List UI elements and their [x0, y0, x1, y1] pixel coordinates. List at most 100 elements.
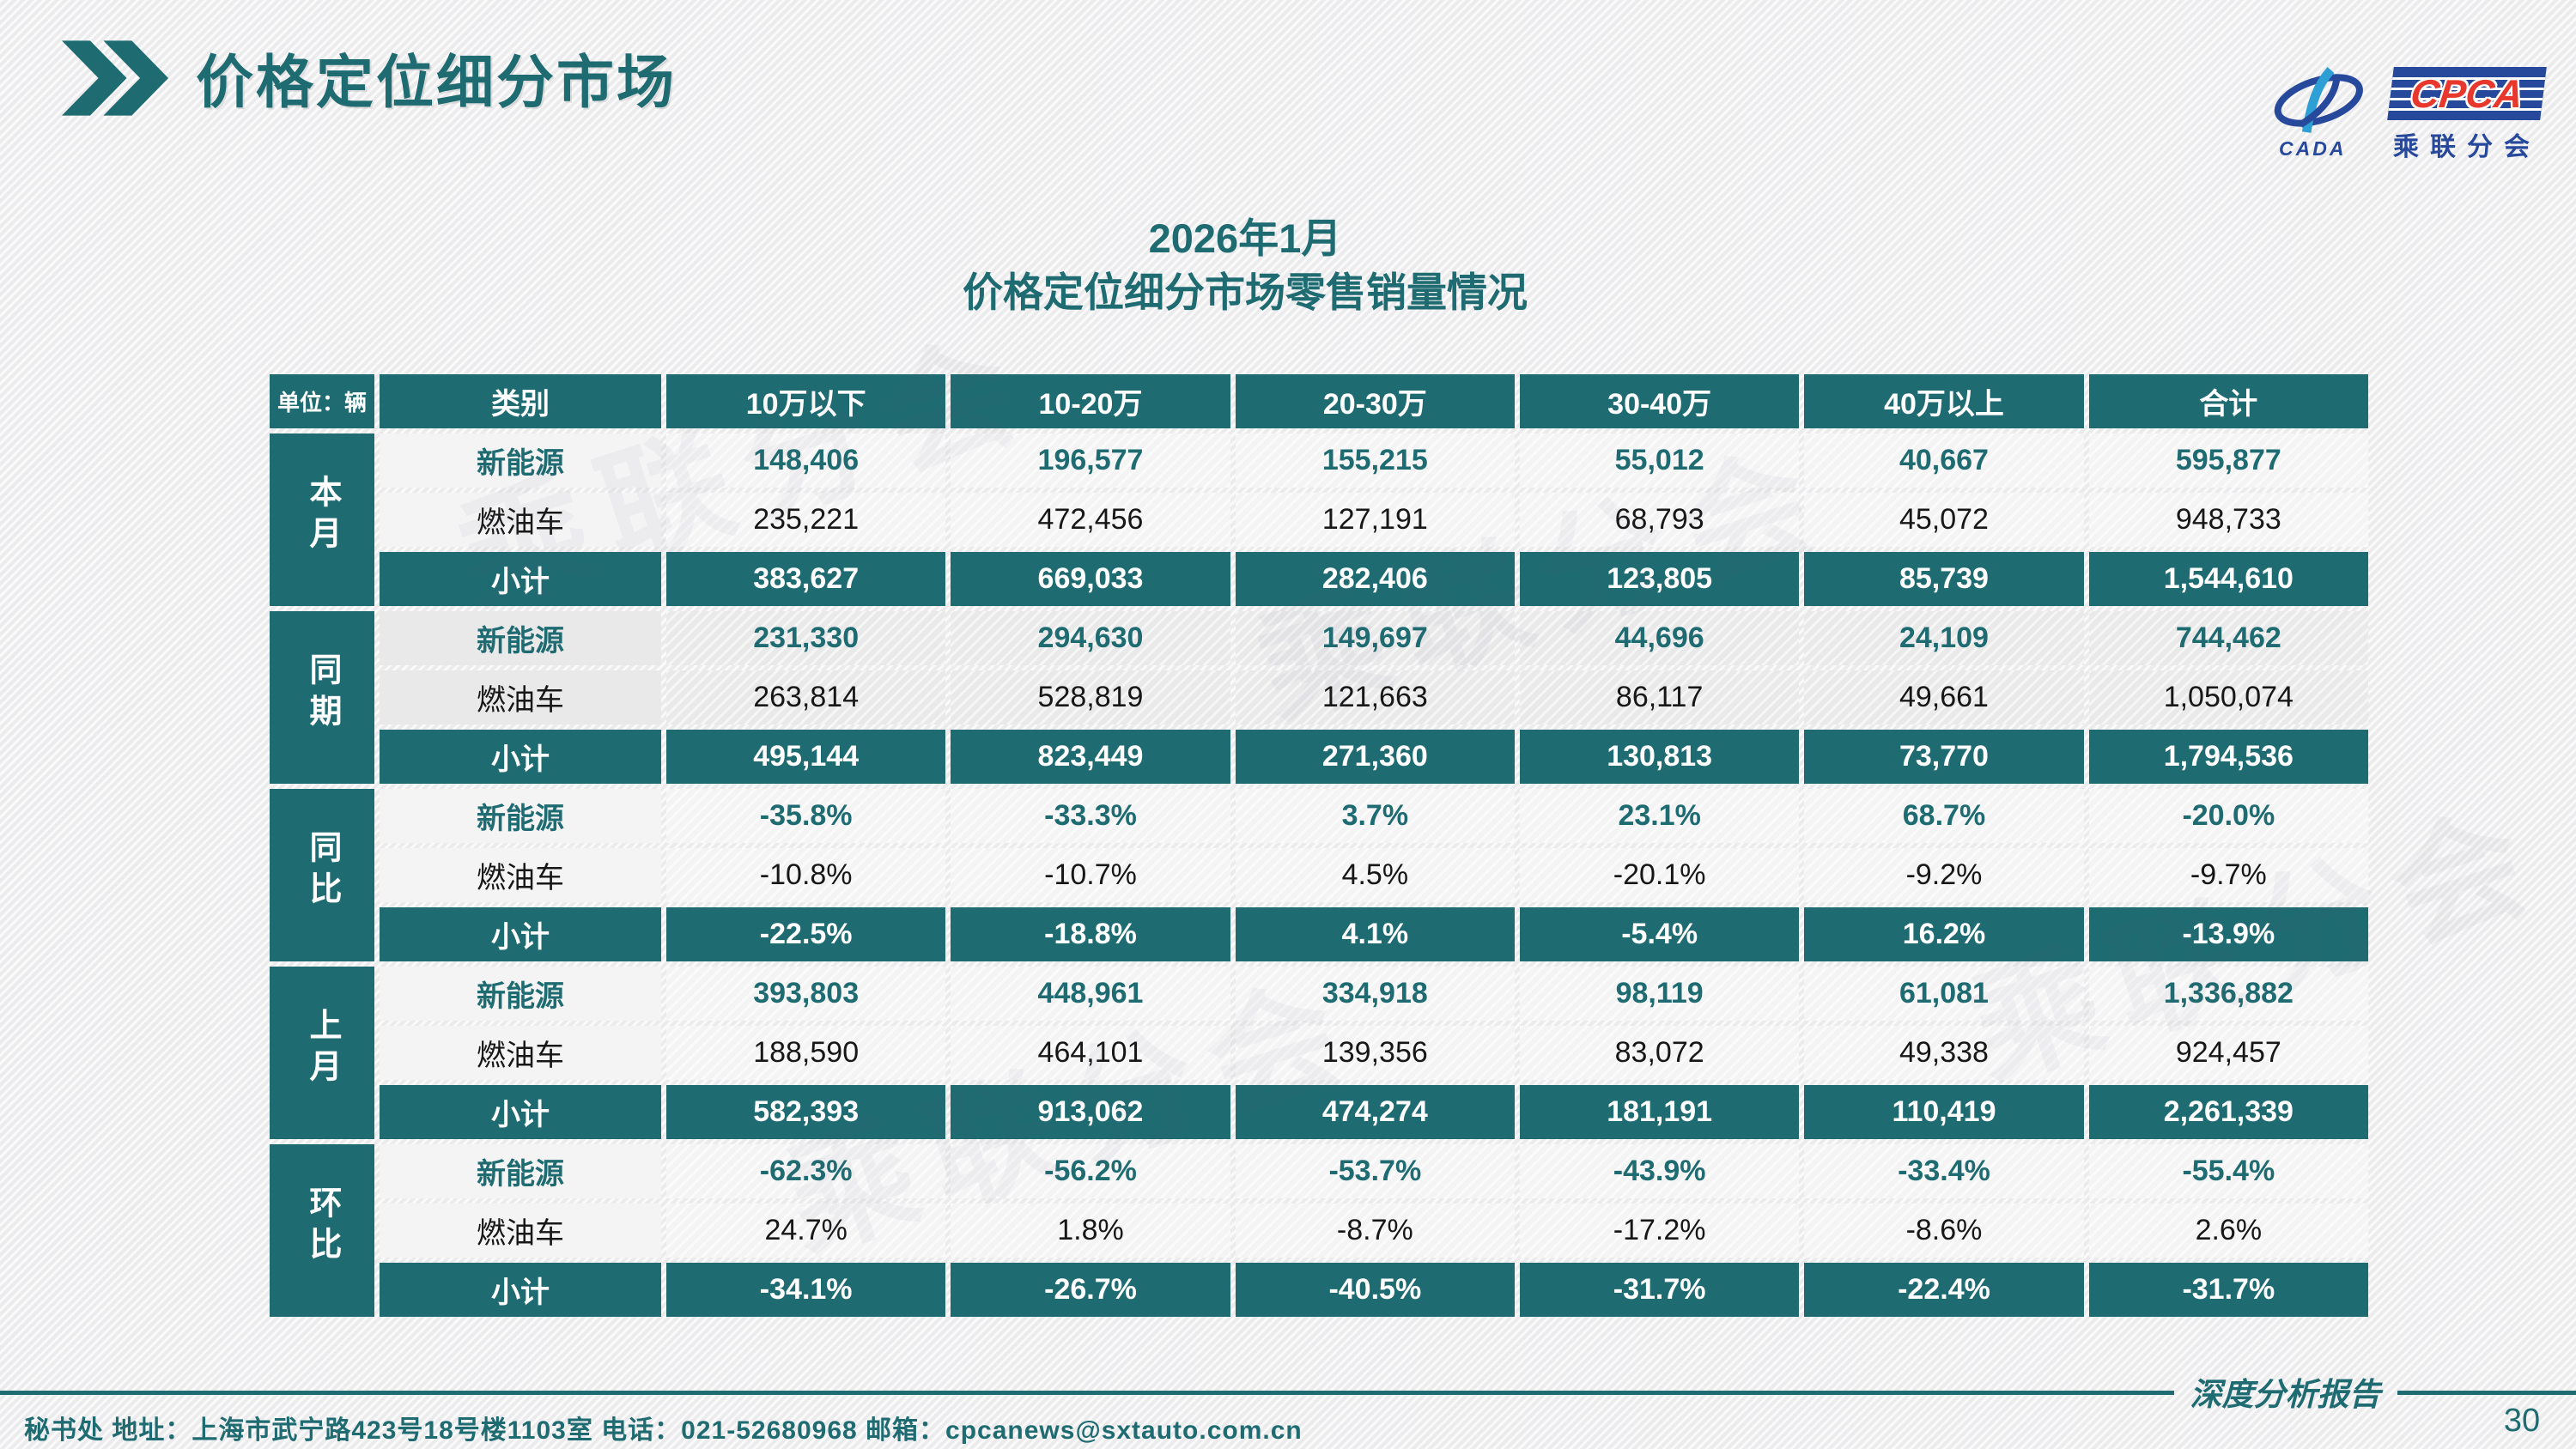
value-cell: 383,627 [666, 552, 946, 606]
value-cell: -56.2% [951, 1144, 1230, 1198]
value-cell: 61,081 [1804, 967, 2084, 1021]
row-new-energy: 同比 新能源 -35.8% -33.3% 3.7% 23.1% 68.7% -2… [270, 789, 2368, 961]
value-cell: 393,803 [666, 967, 946, 1021]
table-title-line2: 价格定位细分市场零售销量情况 [963, 270, 1528, 315]
value-cell: -9.2% [1804, 848, 2084, 902]
category-cell: 燃油车 [380, 1026, 661, 1080]
header-cell: 20-30万 [1235, 374, 1515, 428]
cpca-logo: CADA CPCA 乘联分会 [2269, 66, 2547, 163]
category-cell: 新能源 [380, 789, 661, 843]
value-cell: -33.3% [951, 789, 1230, 843]
value-cell: 231,330 [666, 611, 946, 665]
table-title-line1: 2026年1月 [1148, 215, 1342, 261]
cpca-badge: CPCA [2387, 67, 2547, 120]
value-cell: 86,117 [1519, 670, 1800, 724]
subtotal-label-cell: 小计 [380, 1085, 661, 1139]
value-cell: -35.8% [666, 789, 946, 843]
value-cell: 2.6% [2088, 1203, 2368, 1258]
value-cell: 913,062 [951, 1085, 1230, 1139]
value-cell: 85,739 [1804, 552, 2084, 606]
row-subtotal: 小计 383,627 669,033 282,406 123,805 85,73… [270, 552, 2368, 606]
value-cell: 24,109 [1804, 611, 2084, 665]
page-number: 30 [2503, 1403, 2541, 1439]
value-cell: 235,221 [666, 493, 946, 547]
footer-report-label: 深度分析报告 [2190, 1375, 2381, 1413]
value-cell: 23.1% [1519, 789, 1800, 843]
subtotal-label-cell: 小计 [380, 907, 661, 961]
value-cell: 55,012 [1519, 433, 1800, 488]
category-cell: 新能源 [380, 611, 661, 665]
value-cell: 83,072 [1519, 1026, 1800, 1080]
value-cell: 948,733 [2088, 493, 2368, 547]
row-fuel: 燃油车 -10.8% -10.7% 4.5% -20.1% -9.2% -9.7… [270, 848, 2368, 902]
page-title: 价格定位细分市场 [196, 51, 677, 115]
value-cell: 823,449 [951, 730, 1230, 784]
value-cell: 495,144 [666, 730, 946, 784]
category-cell: 燃油车 [380, 1203, 661, 1258]
value-cell: 448,961 [951, 967, 1230, 1021]
header-cell: 40万以上 [1804, 374, 2084, 428]
value-cell: -62.3% [666, 1144, 946, 1198]
value-cell: 669,033 [951, 552, 1230, 606]
footer-divider-right [2397, 1391, 2576, 1395]
cada-logo-mark: CADA [2269, 66, 2379, 160]
value-cell: -20.1% [1519, 848, 1800, 902]
value-cell: 924,457 [2088, 1026, 2368, 1080]
value-cell: -31.7% [1519, 1263, 1800, 1317]
value-cell: 123,805 [1519, 552, 1800, 606]
value-cell: 139,356 [1235, 1026, 1515, 1080]
category-cell: 新能源 [380, 967, 661, 1021]
value-cell: -18.8% [951, 907, 1230, 961]
value-cell: 16.2% [1804, 907, 2084, 961]
value-cell: -53.7% [1235, 1144, 1515, 1198]
value-cell: -31.7% [2088, 1263, 2368, 1317]
value-cell: 24.7% [666, 1203, 946, 1258]
category-cell: 新能源 [380, 1144, 661, 1198]
row-group-label: 本月 [270, 433, 374, 606]
row-new-energy: 本月 新能源 148,406 196,577 155,215 55,012 40… [270, 433, 2368, 606]
header-cell: 合计 [2088, 374, 2368, 428]
value-cell: 4.1% [1235, 907, 1515, 961]
row-new-energy: 环比 新能源 -62.3% -56.2% -53.7% -43.9% -33.4… [270, 1144, 2368, 1317]
value-cell: -43.9% [1519, 1144, 1800, 1198]
table-header-row: 单位：辆 类别 10万以下 10-20万 20-30万 30-40万 40万以上… [270, 374, 2368, 428]
cpca-sub-label: 乘联分会 [2393, 133, 2541, 161]
value-cell: 1,544,610 [2088, 552, 2368, 606]
row-group-label: 同比 [270, 789, 374, 961]
value-cell: 582,393 [666, 1085, 946, 1139]
row-subtotal: 小计 -34.1% -26.7% -40.5% -31.7% -22.4% -3… [270, 1263, 2368, 1317]
value-cell: 1,336,882 [2088, 967, 2368, 1021]
value-cell: 49,338 [1804, 1026, 2084, 1080]
value-cell: 45,072 [1804, 493, 2084, 547]
category-cell: 新能源 [380, 433, 661, 488]
value-cell: -20.0% [2088, 789, 2368, 843]
value-cell: 149,697 [1235, 611, 1515, 665]
value-cell: 148,406 [666, 433, 946, 488]
value-cell: 98,119 [1519, 967, 1800, 1021]
subtotal-label-cell: 小计 [380, 552, 661, 606]
value-cell: 44,696 [1519, 611, 1800, 665]
row-fuel: 燃油车 24.7% 1.8% -8.7% -17.2% -8.6% 2.6% [270, 1203, 2368, 1258]
value-cell: 282,406 [1235, 552, 1515, 606]
value-cell: 1.8% [951, 1203, 1230, 1258]
value-cell: 3.7% [1235, 789, 1515, 843]
value-cell: -22.4% [1804, 1263, 2084, 1317]
header-cell: 10万以下 [666, 374, 946, 428]
value-cell: 73,770 [1804, 730, 2084, 784]
row-fuel: 燃油车 235,221 472,456 127,191 68,793 45,07… [270, 493, 2368, 547]
value-cell: 121,663 [1235, 670, 1515, 724]
subtotal-label-cell: 小计 [380, 730, 661, 784]
value-cell: -5.4% [1519, 907, 1800, 961]
cpca-logo-right: CPCA 乘联分会 [2387, 67, 2547, 163]
value-cell: -10.8% [666, 848, 946, 902]
value-cell: 127,191 [1235, 493, 1515, 547]
value-cell: 1,794,536 [2088, 730, 2368, 784]
value-cell: 263,814 [666, 670, 946, 724]
row-new-energy: 上月 新能源 393,803 448,961 334,918 98,119 61… [270, 967, 2368, 1139]
value-cell: -10.7% [951, 848, 1230, 902]
footer-contact: 秘书处 地址：上海市武宁路423号18号楼1103室 电话：021-526809… [24, 1416, 1303, 1445]
value-cell: 130,813 [1519, 730, 1800, 784]
category-cell: 燃油车 [380, 848, 661, 902]
row-fuel: 燃油车 263,814 528,819 121,663 86,117 49,66… [270, 670, 2368, 724]
row-group-label: 环比 [270, 1144, 374, 1317]
